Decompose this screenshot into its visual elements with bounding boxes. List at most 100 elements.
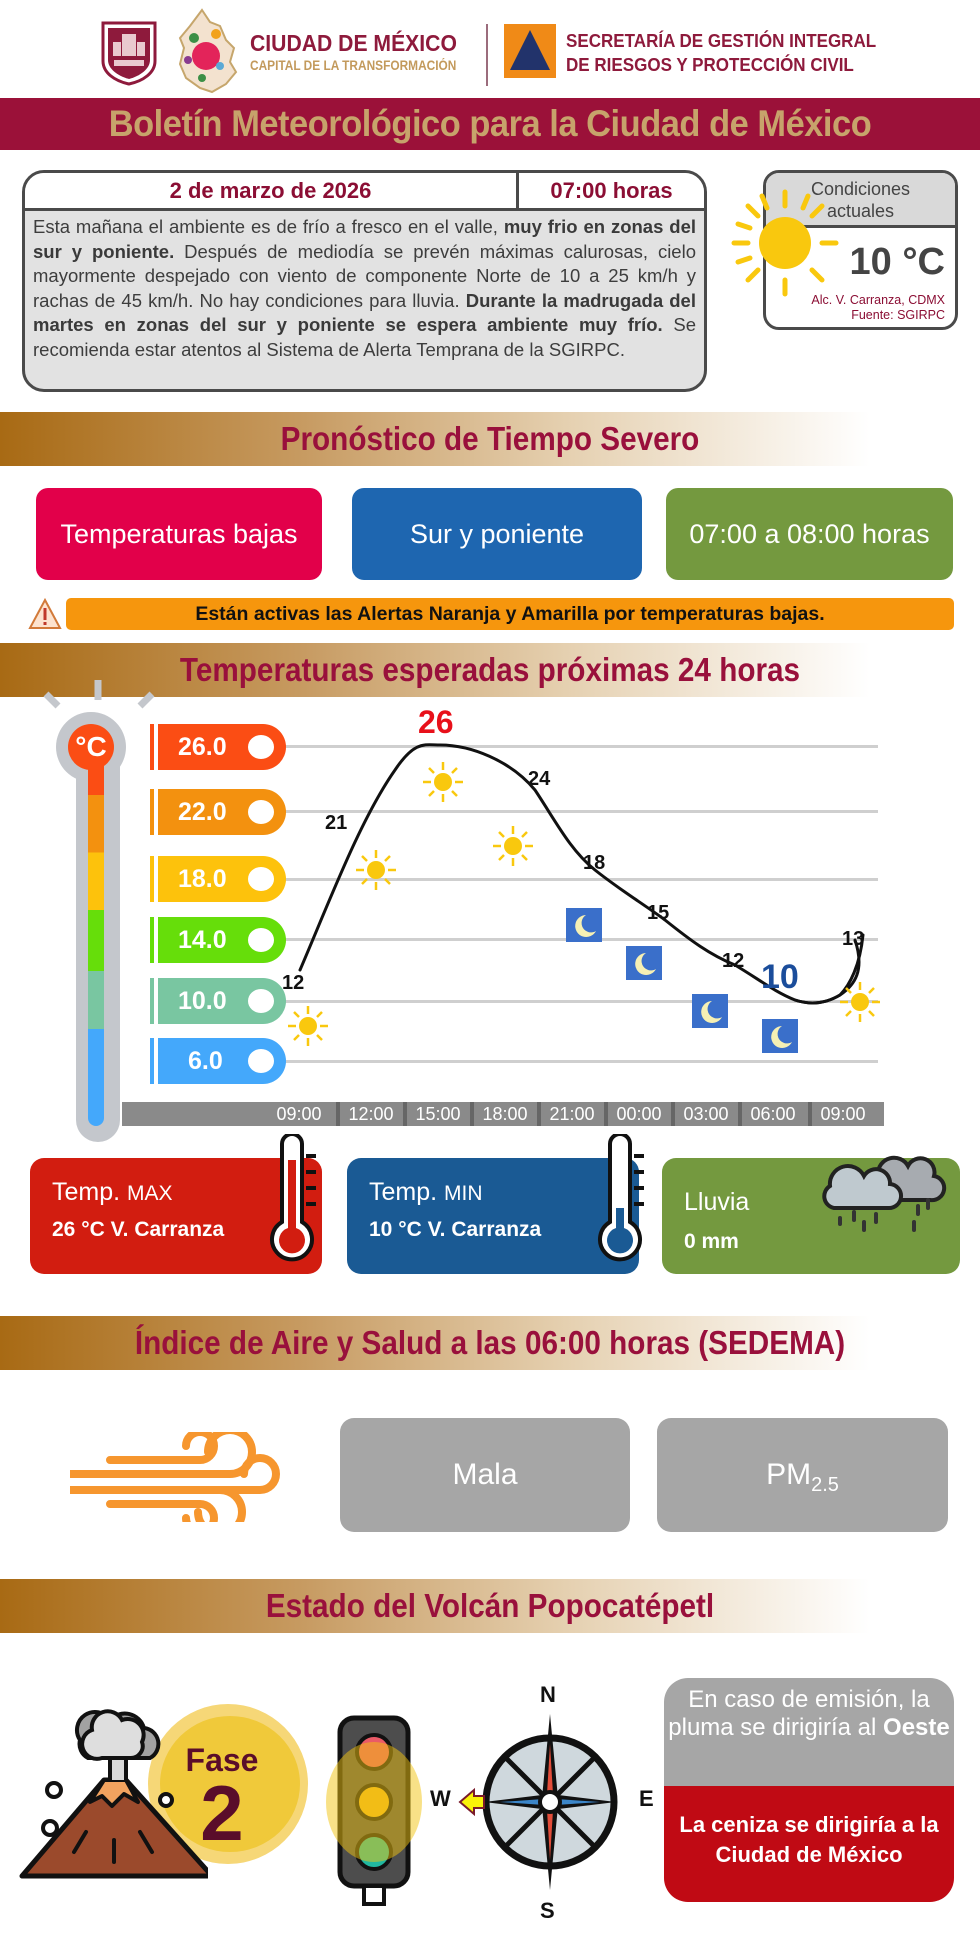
x-tick: 06:00 [738, 1102, 804, 1126]
compass-n: N [540, 1682, 556, 1707]
air-pollutant-box: PM2.5 [657, 1418, 948, 1532]
severe-phenomenon: Temperaturas bajas [60, 519, 298, 549]
point-label-1800: 24 [528, 768, 551, 790]
temp-min-label: Temp. MIN [369, 1178, 483, 1207]
phase-label: Fase [185, 1742, 259, 1778]
compass-e: E [639, 1786, 654, 1811]
main-title: Boletín Meteorológico para la Ciudad de … [108, 103, 872, 144]
ash-direction: La ceniza se dirigiría a la Ciudad de Mé… [664, 1786, 954, 1902]
cdmx-title: CIUDAD DE MÉXICO [250, 30, 457, 56]
thermometer-cold-icon [598, 1134, 644, 1262]
air-section-title: Índice de Aire y Salud a las 06:00 horas… [134, 1324, 846, 1361]
severe-section-bar: Pronóstico de Tiempo Severo [0, 412, 870, 466]
alert-banner: Están activas las Alertas Naranja y Amar… [66, 598, 954, 630]
air-quality-value: Mala [452, 1458, 518, 1491]
scale-tag-marker [150, 917, 154, 963]
temp-max-label: Temp. MAX [52, 1178, 173, 1207]
compass-w: W [430, 1786, 451, 1811]
point-label-0300: 12 [722, 950, 745, 972]
bulletin-header: 2 de marzo de 2026 07:00 horas [25, 173, 704, 211]
bulletin-time: 07:00 horas [550, 178, 673, 203]
x-tick: 09:00 [276, 1104, 322, 1124]
plume-direction-value: Oeste [883, 1714, 950, 1741]
temperature-curve [298, 743, 865, 1005]
point-label-2100: 18 [583, 852, 606, 874]
severe-phenomenon-box: Temperaturas bajas [36, 488, 322, 580]
volcano-section-title: Estado del Volcán Popocatépetl [265, 1587, 715, 1624]
bulletin-box: 2 de marzo de 2026 07:00 horas Esta maña… [22, 170, 707, 392]
logo-bar: CIUDAD DE MÉXICO CAPITAL DE LA TRANSFORM… [0, 0, 980, 98]
temp-min-label-text: Temp. [369, 1178, 438, 1206]
phase-number: 2 [200, 1769, 244, 1857]
moon-icon [762, 1019, 798, 1053]
point-label-0000: 15 [647, 902, 670, 924]
point-label-0900-next: 13 [842, 928, 865, 950]
severe-period-box: 07:00 a 08:00 horas [666, 488, 953, 580]
sun-icon [840, 982, 880, 1022]
bulletin-text-part: Después de mediodía se prevén máximas ca… [33, 240, 696, 311]
bulletin-text: Esta mañana el ambiente es de frío a fre… [25, 211, 704, 362]
current-title-line1: Condiciones [810, 179, 911, 199]
cdmx-map-logo-icon [178, 8, 238, 94]
gridline-18 [270, 878, 878, 881]
phase-circle [160, 1716, 300, 1852]
scale-tag-marker [150, 856, 154, 902]
current-title-line2: actuales [826, 201, 895, 221]
temp-max-card: Temp. MAX 26 °C V. Carranza [30, 1158, 322, 1274]
scale-tag-22: 22.0 [158, 789, 286, 835]
thermometer-scale-bar [88, 766, 104, 1126]
scale-tag-14: 14.0 [158, 917, 286, 963]
plume-direction: En caso de emisión, la pluma se dirigirí… [664, 1678, 954, 1786]
min-annotation: 10 [761, 958, 799, 996]
bulletin-text-bold: muy frio en zonas del sur y poniente. [33, 216, 697, 262]
sun-icon [288, 1006, 328, 1046]
severe-zone-box: Sur y poniente [352, 488, 642, 580]
thermometer-rays-icon [43, 680, 155, 709]
sun-icon [731, 189, 839, 297]
thermometer-hot-icon [270, 1134, 316, 1262]
temp-max-qualifier: MAX [127, 1182, 173, 1205]
x-tick: 18:00 [470, 1102, 536, 1126]
severe-period: 07:00 a 08:00 horas [689, 519, 930, 549]
bulletin-text-part: Se recomienda estar atentos al Sistema d… [33, 314, 696, 360]
moon-icon [626, 946, 662, 980]
current-location-text: Alc. V. Carranza, CDMX [811, 293, 945, 307]
current-source: Fuente: SGIRPC [851, 308, 945, 322]
plume-text: En caso de emisión, la pluma se dirigirí… [668, 1686, 930, 1741]
cdmx-shield-icon [101, 21, 157, 86]
sun-icon [423, 762, 463, 802]
secretaria-line1: SECRETARÍA DE GESTIÓN INTEGRAL [566, 30, 877, 51]
bulletin-text-bold: Durante la madrugada del martes en zonas… [33, 289, 696, 336]
temp-min-card: Temp. MIN 10 °C V. Carranza [347, 1158, 639, 1274]
temp-max-label-text: Temp. [52, 1178, 121, 1206]
scale-tag-marker [150, 724, 154, 770]
alert-text: Están activas las Alertas Naranja y Amar… [195, 603, 825, 625]
compass-s: S [540, 1898, 555, 1923]
gridline-10 [270, 1000, 878, 1003]
traffic-light-icon [326, 1715, 422, 1906]
cdmx-subtitle: CAPITAL DE LA TRANSFORMACIÓN [250, 58, 457, 73]
wind-icon [70, 1432, 280, 1522]
x-tick: 15:00 [403, 1102, 469, 1126]
moon-icon [566, 908, 602, 942]
scale-tag-10: 10.0 [158, 978, 286, 1024]
warning-icon [28, 598, 62, 629]
temp-min-qualifier: MIN [444, 1182, 483, 1205]
severe-zone: Sur y poniente [409, 519, 585, 549]
rain-label: Lluvia [684, 1188, 750, 1216]
main-title-bar: Boletín Meteorológico para la Ciudad de … [0, 98, 980, 150]
plume-info-box: En caso de emisión, la pluma se dirigirí… [664, 1678, 954, 1902]
air-pollutant-subscript: 2.5 [811, 1474, 839, 1496]
max-annotation: 26 [418, 704, 454, 740]
scale-tag-18: 18.0 [158, 856, 286, 902]
gridline-22 [270, 810, 878, 813]
x-tick: 12:00 [336, 1102, 402, 1126]
volcano-section-bar: Estado del Volcán Popocatépetl [0, 1579, 870, 1633]
current-temperature: 10 °C [849, 241, 945, 283]
gridline-26 [270, 745, 878, 748]
point-label-0900: 12 [282, 972, 305, 994]
gridline-6 [270, 1060, 878, 1063]
current-location: Alc. V. Carranza, CDMX Fuente: SGIRPC [811, 293, 945, 323]
celsius-badge: °C [68, 724, 114, 770]
point-label-1200: 21 [325, 812, 348, 834]
